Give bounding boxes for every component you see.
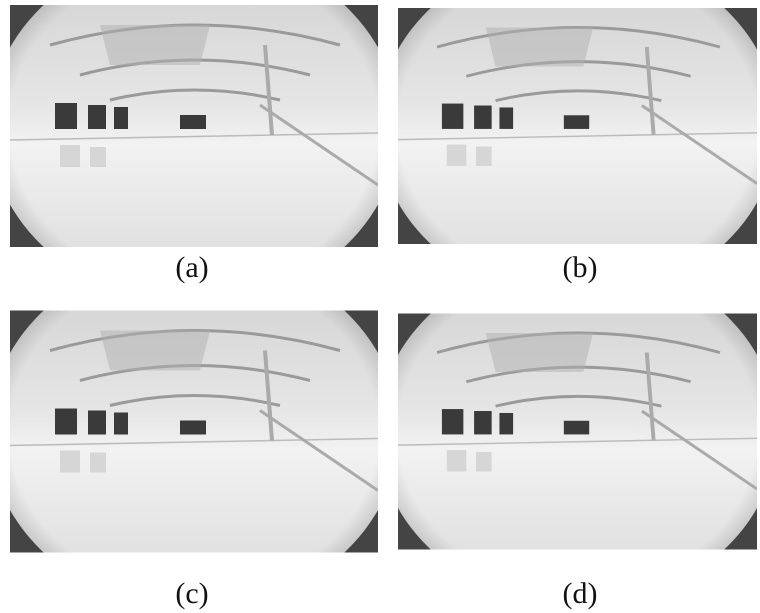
caption: (a) [175,251,208,284]
photo [378,258,760,605]
caption: (c) [175,577,208,610]
caption: (b) [563,251,598,284]
photo [0,254,399,610]
caption: (d) [563,577,598,610]
